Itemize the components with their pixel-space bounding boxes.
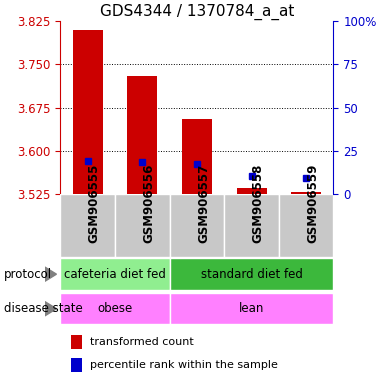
Bar: [170, 293, 333, 324]
Text: GSM906555: GSM906555: [88, 164, 101, 243]
Bar: [182, 119, 212, 194]
Text: lean: lean: [239, 302, 264, 315]
Bar: [170, 258, 333, 290]
Bar: [279, 194, 333, 257]
Title: GDS4344 / 1370784_a_at: GDS4344 / 1370784_a_at: [100, 3, 294, 20]
Text: transformed count: transformed count: [90, 337, 194, 347]
Bar: [71, 334, 82, 349]
Text: GSM906558: GSM906558: [252, 164, 264, 243]
Bar: [71, 358, 82, 372]
Text: standard diet fed: standard diet fed: [200, 268, 303, 281]
Polygon shape: [45, 301, 57, 316]
Bar: [224, 194, 279, 257]
Bar: [60, 194, 115, 257]
Text: disease state: disease state: [4, 302, 83, 315]
Bar: [170, 194, 224, 257]
Bar: [115, 194, 170, 257]
Bar: [127, 76, 158, 194]
Bar: [73, 30, 103, 194]
Bar: [291, 192, 321, 194]
Bar: [236, 188, 267, 194]
Text: GSM906557: GSM906557: [197, 164, 210, 243]
Polygon shape: [45, 267, 57, 281]
Text: cafeteria diet fed: cafeteria diet fed: [64, 268, 166, 281]
Bar: [60, 293, 170, 324]
Text: percentile rank within the sample: percentile rank within the sample: [90, 360, 278, 370]
Text: GSM906559: GSM906559: [306, 164, 319, 243]
Text: protocol: protocol: [4, 268, 52, 281]
Text: obese: obese: [98, 302, 133, 315]
Bar: [60, 258, 170, 290]
Text: GSM906556: GSM906556: [142, 164, 155, 243]
